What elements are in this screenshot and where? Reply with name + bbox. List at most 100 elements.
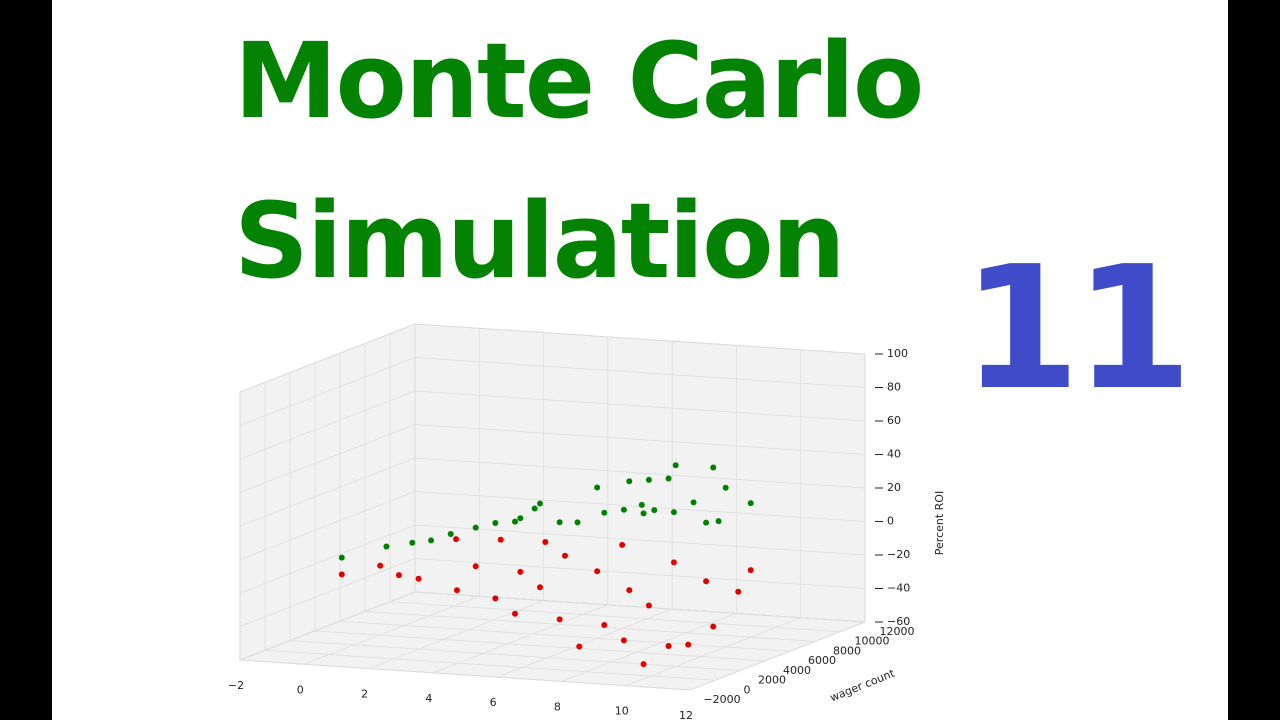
point — [556, 616, 563, 623]
title-line: Monte Carlo — [234, 20, 924, 142]
grid-line — [364, 611, 816, 642]
point — [537, 584, 543, 591]
point — [640, 510, 647, 517]
z-tick-label: −60 — [887, 615, 910, 628]
x-tick-label: 6 — [490, 696, 497, 709]
grid-line — [239, 390, 416, 460]
z-axis-label: Percent ROI — [933, 491, 946, 555]
point — [472, 563, 479, 570]
x-tick-label: 8 — [554, 700, 561, 713]
episode-number: 11 — [962, 230, 1193, 428]
grid-line — [239, 659, 691, 691]
point — [715, 518, 722, 525]
point — [428, 537, 435, 544]
grid-line — [239, 424, 416, 493]
grid-line — [496, 608, 673, 678]
grid-line — [432, 604, 609, 674]
grid-line — [625, 617, 801, 687]
grid-line — [239, 591, 416, 661]
grid-line — [304, 595, 480, 665]
point — [447, 531, 454, 538]
y-tick-label: 12000 — [880, 625, 915, 638]
point — [576, 643, 583, 650]
grid-line — [239, 524, 416, 594]
point — [492, 595, 499, 602]
point — [497, 536, 504, 543]
point — [453, 536, 460, 543]
point — [620, 506, 627, 513]
grid-line — [414, 558, 866, 589]
point — [594, 484, 601, 491]
point — [512, 610, 518, 617]
point — [670, 509, 677, 516]
canvas: Monte Carlo Simulation 11 −2 0 2 4 6 8 10 12 −20… — [52, 0, 1228, 720]
point — [338, 554, 345, 561]
grid-line — [389, 601, 841, 633]
point — [542, 539, 549, 546]
x-tick-label: 2 — [361, 688, 368, 701]
grid-line — [414, 591, 866, 623]
point — [537, 500, 543, 507]
grid-line — [414, 323, 866, 355]
point — [685, 641, 692, 648]
point — [512, 518, 518, 525]
y-tick-label: 4000 — [783, 664, 811, 677]
y-tick-label: 10000 — [855, 635, 890, 648]
x-tick-label: −2 — [228, 679, 244, 692]
point — [735, 588, 742, 595]
grid-line — [239, 491, 416, 560]
point — [747, 567, 754, 574]
y-tick-label: 8000 — [833, 644, 861, 657]
point — [594, 568, 601, 575]
point — [620, 637, 627, 644]
grid-line — [239, 457, 416, 527]
point — [453, 587, 460, 594]
point — [672, 462, 679, 469]
point — [415, 575, 422, 582]
point — [395, 572, 402, 579]
z-tick-label: 20 — [887, 481, 901, 494]
title-line: Simulation — [234, 180, 846, 302]
z-tick-label: 0 — [887, 515, 894, 528]
z-tick-label: −40 — [887, 582, 910, 595]
point — [601, 509, 608, 516]
y-axis-label: wager count — [828, 666, 897, 704]
z-tick-label: 80 — [887, 381, 901, 394]
point — [747, 500, 754, 507]
y-tick-label: −2000 — [703, 693, 740, 706]
point — [338, 571, 345, 578]
point — [492, 519, 499, 526]
grid-line — [689, 621, 866, 691]
z-tick-label: 40 — [887, 448, 901, 461]
grid-line — [239, 558, 416, 627]
point — [383, 543, 390, 550]
point — [710, 623, 717, 630]
y-tick-label: 6000 — [808, 654, 836, 667]
grid-line — [414, 357, 866, 388]
point — [377, 562, 384, 569]
x-tick-label: 0 — [297, 683, 304, 696]
point — [665, 643, 672, 650]
point — [638, 501, 645, 508]
y-tick-label: 0 — [744, 683, 751, 696]
grid-line — [239, 323, 416, 393]
point — [626, 478, 633, 485]
point — [645, 476, 652, 483]
x-tick-label: 12 — [679, 709, 693, 720]
grid-line — [414, 390, 866, 422]
x-tick-label: 10 — [615, 705, 629, 718]
grid-line — [414, 424, 866, 455]
point — [722, 484, 729, 491]
z-tick-label: 100 — [887, 347, 908, 360]
point — [574, 519, 581, 526]
z-tick-label: 60 — [887, 414, 901, 427]
point — [601, 622, 608, 629]
point — [645, 602, 652, 609]
grid-line — [339, 620, 791, 652]
grid-line — [289, 640, 741, 671]
point — [619, 541, 626, 548]
grid-line — [239, 357, 416, 426]
point — [710, 464, 717, 471]
point — [626, 587, 633, 594]
